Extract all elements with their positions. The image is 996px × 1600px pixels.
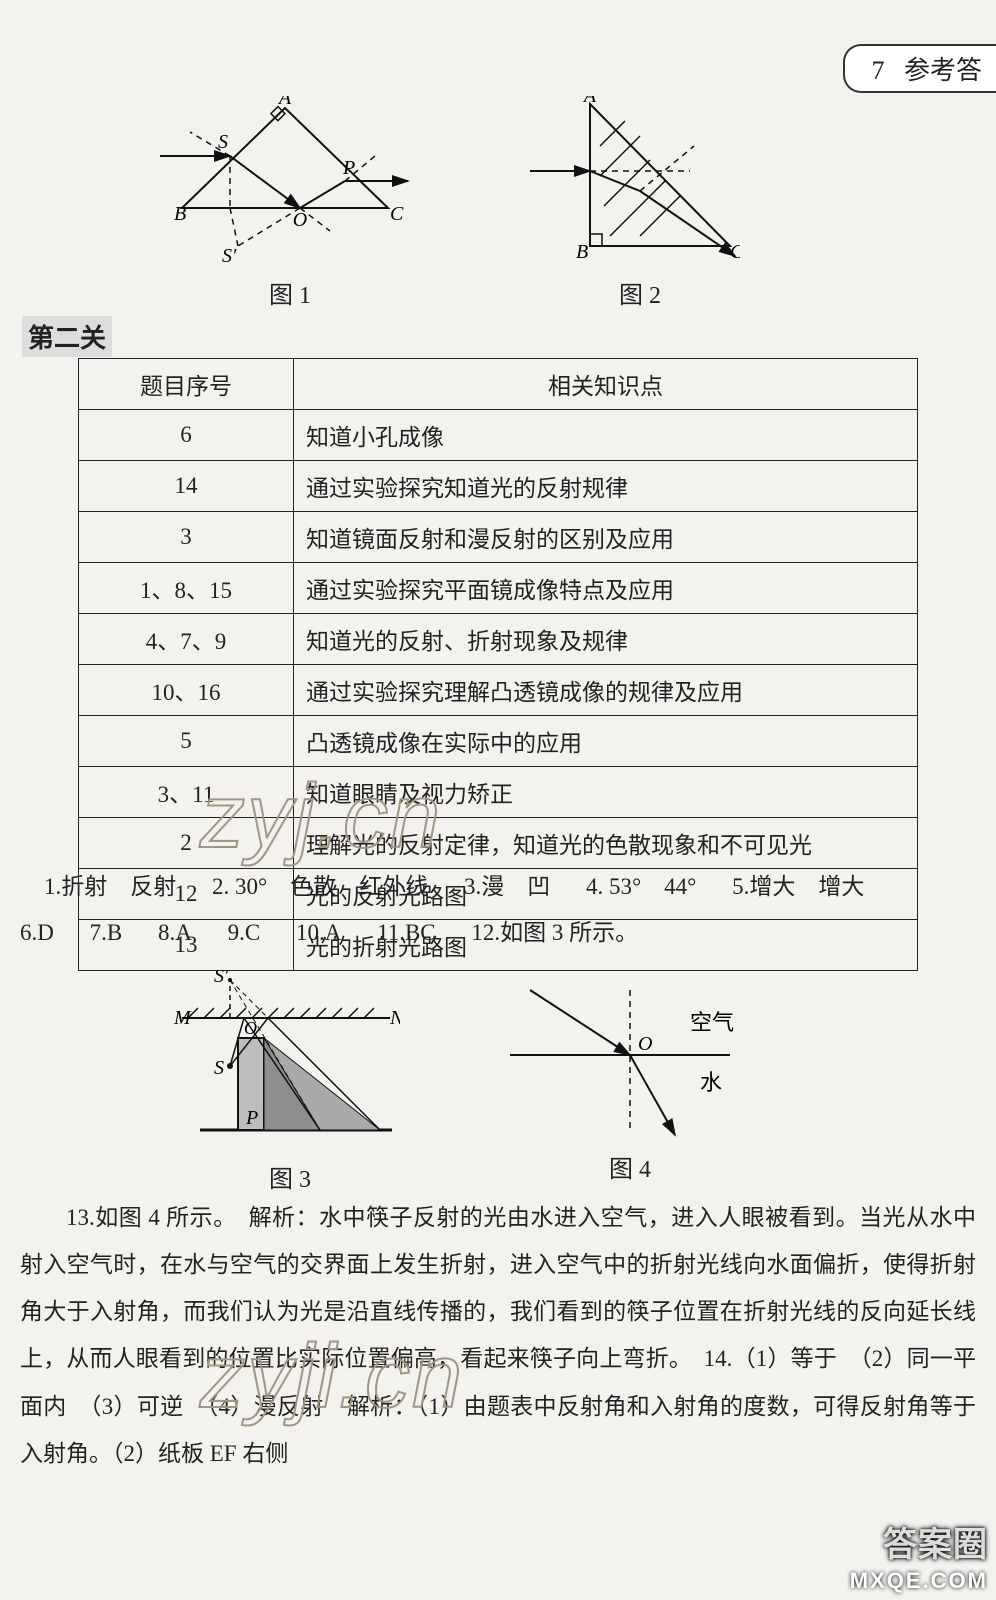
fig3-label-M: M [173,1007,192,1029]
figure-3: M S S′ O P N 图 3 [170,970,410,1194]
fig2-label-C: C [730,241,740,263]
figure-row-2: M S S′ O P N 图 3 [0,970,996,1190]
corner-url: MXQE.COM [850,1568,988,1594]
table-row: 3、11知道眼睛及视力矫正 [79,767,918,818]
fig4-label-water: 水 [700,1070,722,1095]
fig3-label-O: O [244,1018,257,1038]
fig1-label-P: P [342,157,355,179]
figure-3-caption: 图 3 [170,1159,410,1194]
answers-block: 1.折射 反射 2. 30° 色散 红外线 3.漫 凹 4. 53° 44° 5… [44,864,966,956]
table-header-1: 相关知识点 [294,359,918,410]
figure-2-svg: A B C [530,96,740,266]
fig3-label-S: S [214,1057,224,1079]
figure-1-caption: 图 1 [160,275,420,310]
explanation-paragraph: 13.如图 4 所示。 解析：水中筷子反射的光由水进入空气，进入人眼被看到。当光… [20,1194,976,1477]
table-row: 3知道镜面反射和漫反射的区别及应用 [79,512,918,563]
figure-1: A B C S S′ O P 图 1 [160,96,420,310]
figure-row-1: A B C S S′ O P 图 1 [0,96,996,306]
fig1-label-O: O [293,209,307,231]
fig1-label-C: C [390,203,404,225]
table-row: 6知道小孔成像 [79,410,918,461]
table-row: 1、8、15通过实验探究平面镜成像特点及应用 [79,563,918,614]
fig1-label-B: B [174,203,186,225]
figure-4-svg: O 空气 水 [500,970,740,1140]
figure-3-svg: M S S′ O P N [170,970,400,1150]
figure-2-caption: 图 2 [530,275,750,310]
fig3-label-N: N [389,1007,400,1029]
page-title: 参考答 [904,56,982,85]
fig3-label-Sp: S′ [214,970,229,987]
answers-line-1: 1.折射 反射 2. 30° 色散 红外线 3.漫 凹 4. 53° 44° 5… [44,864,966,910]
fig4-label-O: O [638,1033,652,1055]
table-row: 10、16通过实验探究理解凸透镜成像的规律及应用 [79,665,918,716]
table-row: 5凸透镜成像在实际中的应用 [79,716,918,767]
page: 7 参考答 [0,0,996,1600]
fig1-label-Sp: S′ [222,245,237,266]
figure-2: A B C 图 2 [530,96,750,310]
fig1-label-A: A [277,96,292,109]
fig3-label-P: P [245,1107,258,1129]
fig2-label-B: B [576,241,588,263]
answers-line-2: 6.D 7.B 8.A 9.C 10.A 11.BC 12.如图 3 所示。 [20,910,966,956]
table-row: 14通过实验探究知道光的反射规律 [79,461,918,512]
table-row: 2理解光的反射定律，知道光的色散现象和不可见光 [79,818,918,869]
corner-badge: 答案圈 [883,1517,988,1566]
fig1-label-S: S [218,131,228,153]
fig4-label-air: 空气 [690,1010,734,1035]
table-header-0: 题目序号 [79,359,294,410]
figure-1-svg: A B C S S′ O P [160,96,410,266]
page-number: 7 [871,56,884,85]
fig2-label-A: A [582,96,597,107]
table-row: 4、7、9知道光的反射、折射现象及规律 [79,614,918,665]
figure-4-caption: 图 4 [500,1149,760,1184]
section-2-title: 第二关 [22,316,112,357]
figure-4: O 空气 水 图 4 [500,970,760,1184]
page-header: 7 参考答 [843,44,996,93]
